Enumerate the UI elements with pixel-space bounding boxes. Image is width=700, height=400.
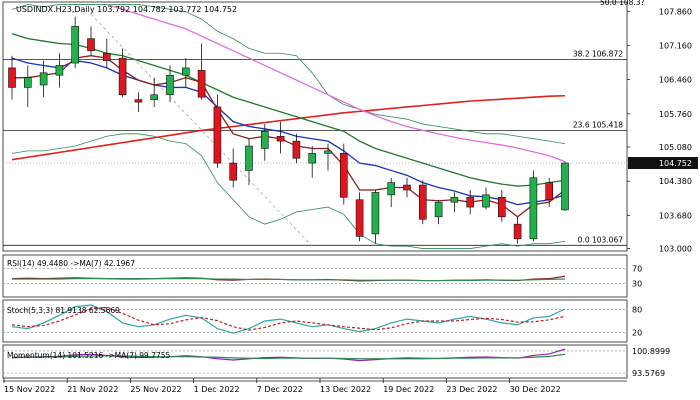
- stoch-label: Stoch(5,3,3) 81.9138 62.5669: [7, 306, 120, 315]
- price-tick-label: 105.760: [659, 110, 692, 119]
- axes: 38.2 106.872 23.6 105.418 0.0 103.067 50.0 …: [3, 0, 698, 394]
- fib-label-0: 38.2 106.872: [573, 50, 623, 59]
- time-tick-label: 1 Dec 2022: [194, 385, 240, 394]
- candle-body: [418, 184, 427, 220]
- candle-body: [482, 194, 490, 208]
- candle-body: [260, 131, 269, 149]
- candle-body: [466, 196, 475, 208]
- price-tick-label: 103.000: [659, 245, 692, 254]
- rsi-tick-label: 30: [632, 280, 642, 289]
- candle-body: [529, 177, 538, 240]
- candle-body: [434, 201, 443, 218]
- rsi-panel: [2, 254, 628, 298]
- bb-lower-line: [11, 133, 566, 249]
- time-tick-label: 13 Dec 2022: [320, 385, 371, 394]
- candle-body: [87, 38, 95, 52]
- candle-body: [103, 52, 111, 61]
- momentum-panel: [2, 344, 628, 379]
- candle-body: [371, 192, 380, 235]
- last-price-label: 104.752: [659, 159, 692, 168]
- candle-body: [292, 140, 301, 159]
- time-tick-label: 25 Nov 2022: [130, 385, 181, 394]
- fib-label-2: 0.0 103.067: [578, 235, 624, 244]
- rsi-ma-line: [12, 278, 566, 282]
- chart-panels: [2, 1, 628, 382]
- oscillators: [3, 268, 627, 374]
- candle-body: [134, 99, 143, 103]
- candle-body: [55, 65, 64, 76]
- fib-label-3: 50.0 108.3?: [600, 0, 645, 7]
- last-price-badge: [628, 157, 698, 170]
- candle-body: [513, 223, 522, 240]
- candle-body: [497, 196, 506, 218]
- candle-body: [450, 196, 459, 203]
- time-tick-label: 21 Nov 2022: [67, 385, 118, 394]
- candle-body: [308, 153, 317, 164]
- price-tick-label: 107.160: [659, 41, 692, 50]
- price-tick-label: 107.860: [659, 7, 692, 16]
- candle-body: [71, 26, 79, 64]
- candle-body: [150, 94, 158, 100]
- candle-body: [545, 182, 554, 201]
- candles: [8, 16, 569, 244]
- stoch-k-line: [11, 304, 566, 334]
- time-tick-label: 23 Dec 2022: [446, 385, 497, 394]
- candle-body: [387, 182, 396, 196]
- rsi-tick-label: 70: [632, 264, 642, 273]
- price-tick-label: 105.080: [659, 143, 692, 152]
- candle-body: [39, 72, 48, 86]
- sma-20-line: [11, 33, 566, 187]
- candle-body: [166, 74, 174, 96]
- bb-upper-line: [11, 4, 566, 144]
- candle-body: [182, 67, 190, 76]
- candle-body: [339, 153, 348, 198]
- fib-label-1: 23.6 105.418: [573, 121, 623, 130]
- candle-body: [561, 162, 569, 211]
- sma-long-line: [11, 94, 566, 161]
- candle-body: [229, 162, 237, 181]
- candle-body: [276, 135, 285, 142]
- time-tick-label: 15 Nov 2022: [4, 385, 55, 394]
- candle-body: [403, 184, 411, 191]
- time-tick-label: 30 Dec 2022: [510, 385, 561, 394]
- momentum-label: Momentum(14) 101.5216 ->MA(7) 99.7755: [7, 351, 171, 360]
- stoch-panel: [2, 299, 628, 343]
- candle-body: [8, 67, 16, 88]
- momentum-ma-line: [12, 353, 566, 360]
- time-tick-label: 7 Dec 2022: [257, 385, 303, 394]
- candle-body: [324, 150, 332, 154]
- candle-body: [245, 145, 253, 171]
- candle-body: [213, 106, 222, 164]
- sma-mid-line: [106, 3, 566, 163]
- candle-body: [197, 70, 206, 98]
- chart-title: USDINDX.H23,Daily 103.792 104.782 103.77…: [16, 5, 237, 14]
- momentum-tick-label: 100.8999: [632, 347, 670, 356]
- stoch-tick-label: 80: [632, 306, 642, 315]
- candle-body: [118, 57, 127, 96]
- ema-10-line: [11, 57, 566, 206]
- stoch-d-line: [11, 307, 566, 331]
- time-tick-label: 19 Dec 2022: [383, 385, 434, 394]
- price-tick-label: 104.380: [659, 177, 692, 186]
- momentum-tick-label: 93.5769: [632, 369, 665, 378]
- candle-body: [355, 199, 364, 237]
- rsi-label: RSI(14) 49.4480 ->MA(7) 42.1967: [7, 259, 135, 268]
- stoch-tick-label: 20: [632, 328, 642, 337]
- price-tick-label: 103.680: [659, 211, 692, 220]
- price-tick-label: 106.460: [659, 76, 692, 85]
- candle-body: [23, 77, 32, 88]
